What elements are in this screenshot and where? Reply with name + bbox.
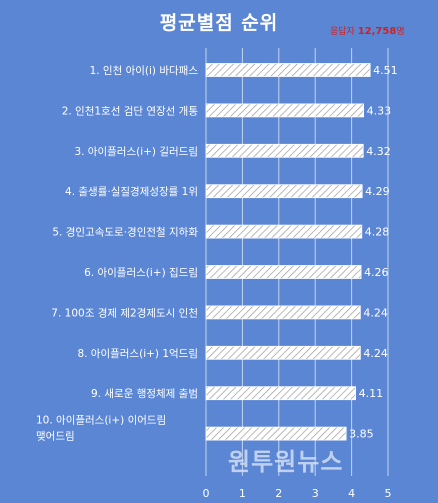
data-label: 4.24: [363, 306, 388, 319]
respondent-label: 응답자: [330, 27, 355, 37]
respondent-number: 12,758: [357, 26, 397, 37]
x-tick-label: 4: [348, 487, 355, 500]
bar: [205, 184, 363, 199]
bar: [205, 426, 347, 441]
category-label: 5. 경인고속도로·경인전철 지하화: [52, 226, 198, 239]
data-label: 4.29: [365, 185, 390, 198]
bar: [205, 345, 361, 360]
category-label: 9. 새로운 행정체제 출범: [91, 388, 198, 400]
x-tick-label: 5: [385, 487, 392, 500]
x-tick-label: 3: [312, 487, 319, 500]
data-label: 4.11: [359, 387, 384, 400]
respondent-unit: 명: [396, 27, 405, 37]
bar: [205, 265, 362, 279]
data-label: 4.26: [364, 266, 389, 279]
data-label: 4.32: [366, 145, 391, 158]
x-tick-label: 0: [203, 487, 210, 500]
respondent-count: 응답자 12,758명: [330, 24, 405, 37]
bar: [205, 305, 361, 320]
bar: [205, 224, 363, 239]
category-label: 4. 출생률·실질경제성장률 1위: [65, 185, 198, 198]
chart-title: 평균별점 순위: [159, 12, 279, 34]
category-label: 10. 아이플러스(i+) 이어드림 맺어드림: [36, 415, 166, 443]
category-label: 3. 아이플러스(i+) 길러드림: [74, 145, 198, 158]
x-tick-label: 1: [239, 487, 246, 500]
category-label: 7. 100조 경제 제2경제도시 인천: [51, 306, 198, 319]
data-label: 4.33: [367, 104, 392, 117]
watermark: 원투원뉴스: [228, 448, 344, 476]
data-label: 4.51: [373, 64, 398, 77]
bar: [205, 63, 371, 77]
category-label: 1. 인천 아이(i) 바다패스: [90, 65, 199, 77]
x-tick-label: 2: [275, 487, 282, 500]
data-label: 4.24: [363, 347, 388, 360]
category-label: 6. 아이플러스(i+) 집드림: [84, 267, 198, 279]
bar: [205, 103, 365, 118]
bar: [205, 143, 364, 158]
data-label: 4.28: [365, 226, 390, 239]
bar: [205, 386, 357, 401]
data-label: 3.85: [349, 428, 374, 441]
category-label: 2. 인천1호선 검단 연장선 개통: [62, 105, 199, 117]
category-label: 8. 아이플러스(i+) 1억드림: [77, 348, 198, 360]
